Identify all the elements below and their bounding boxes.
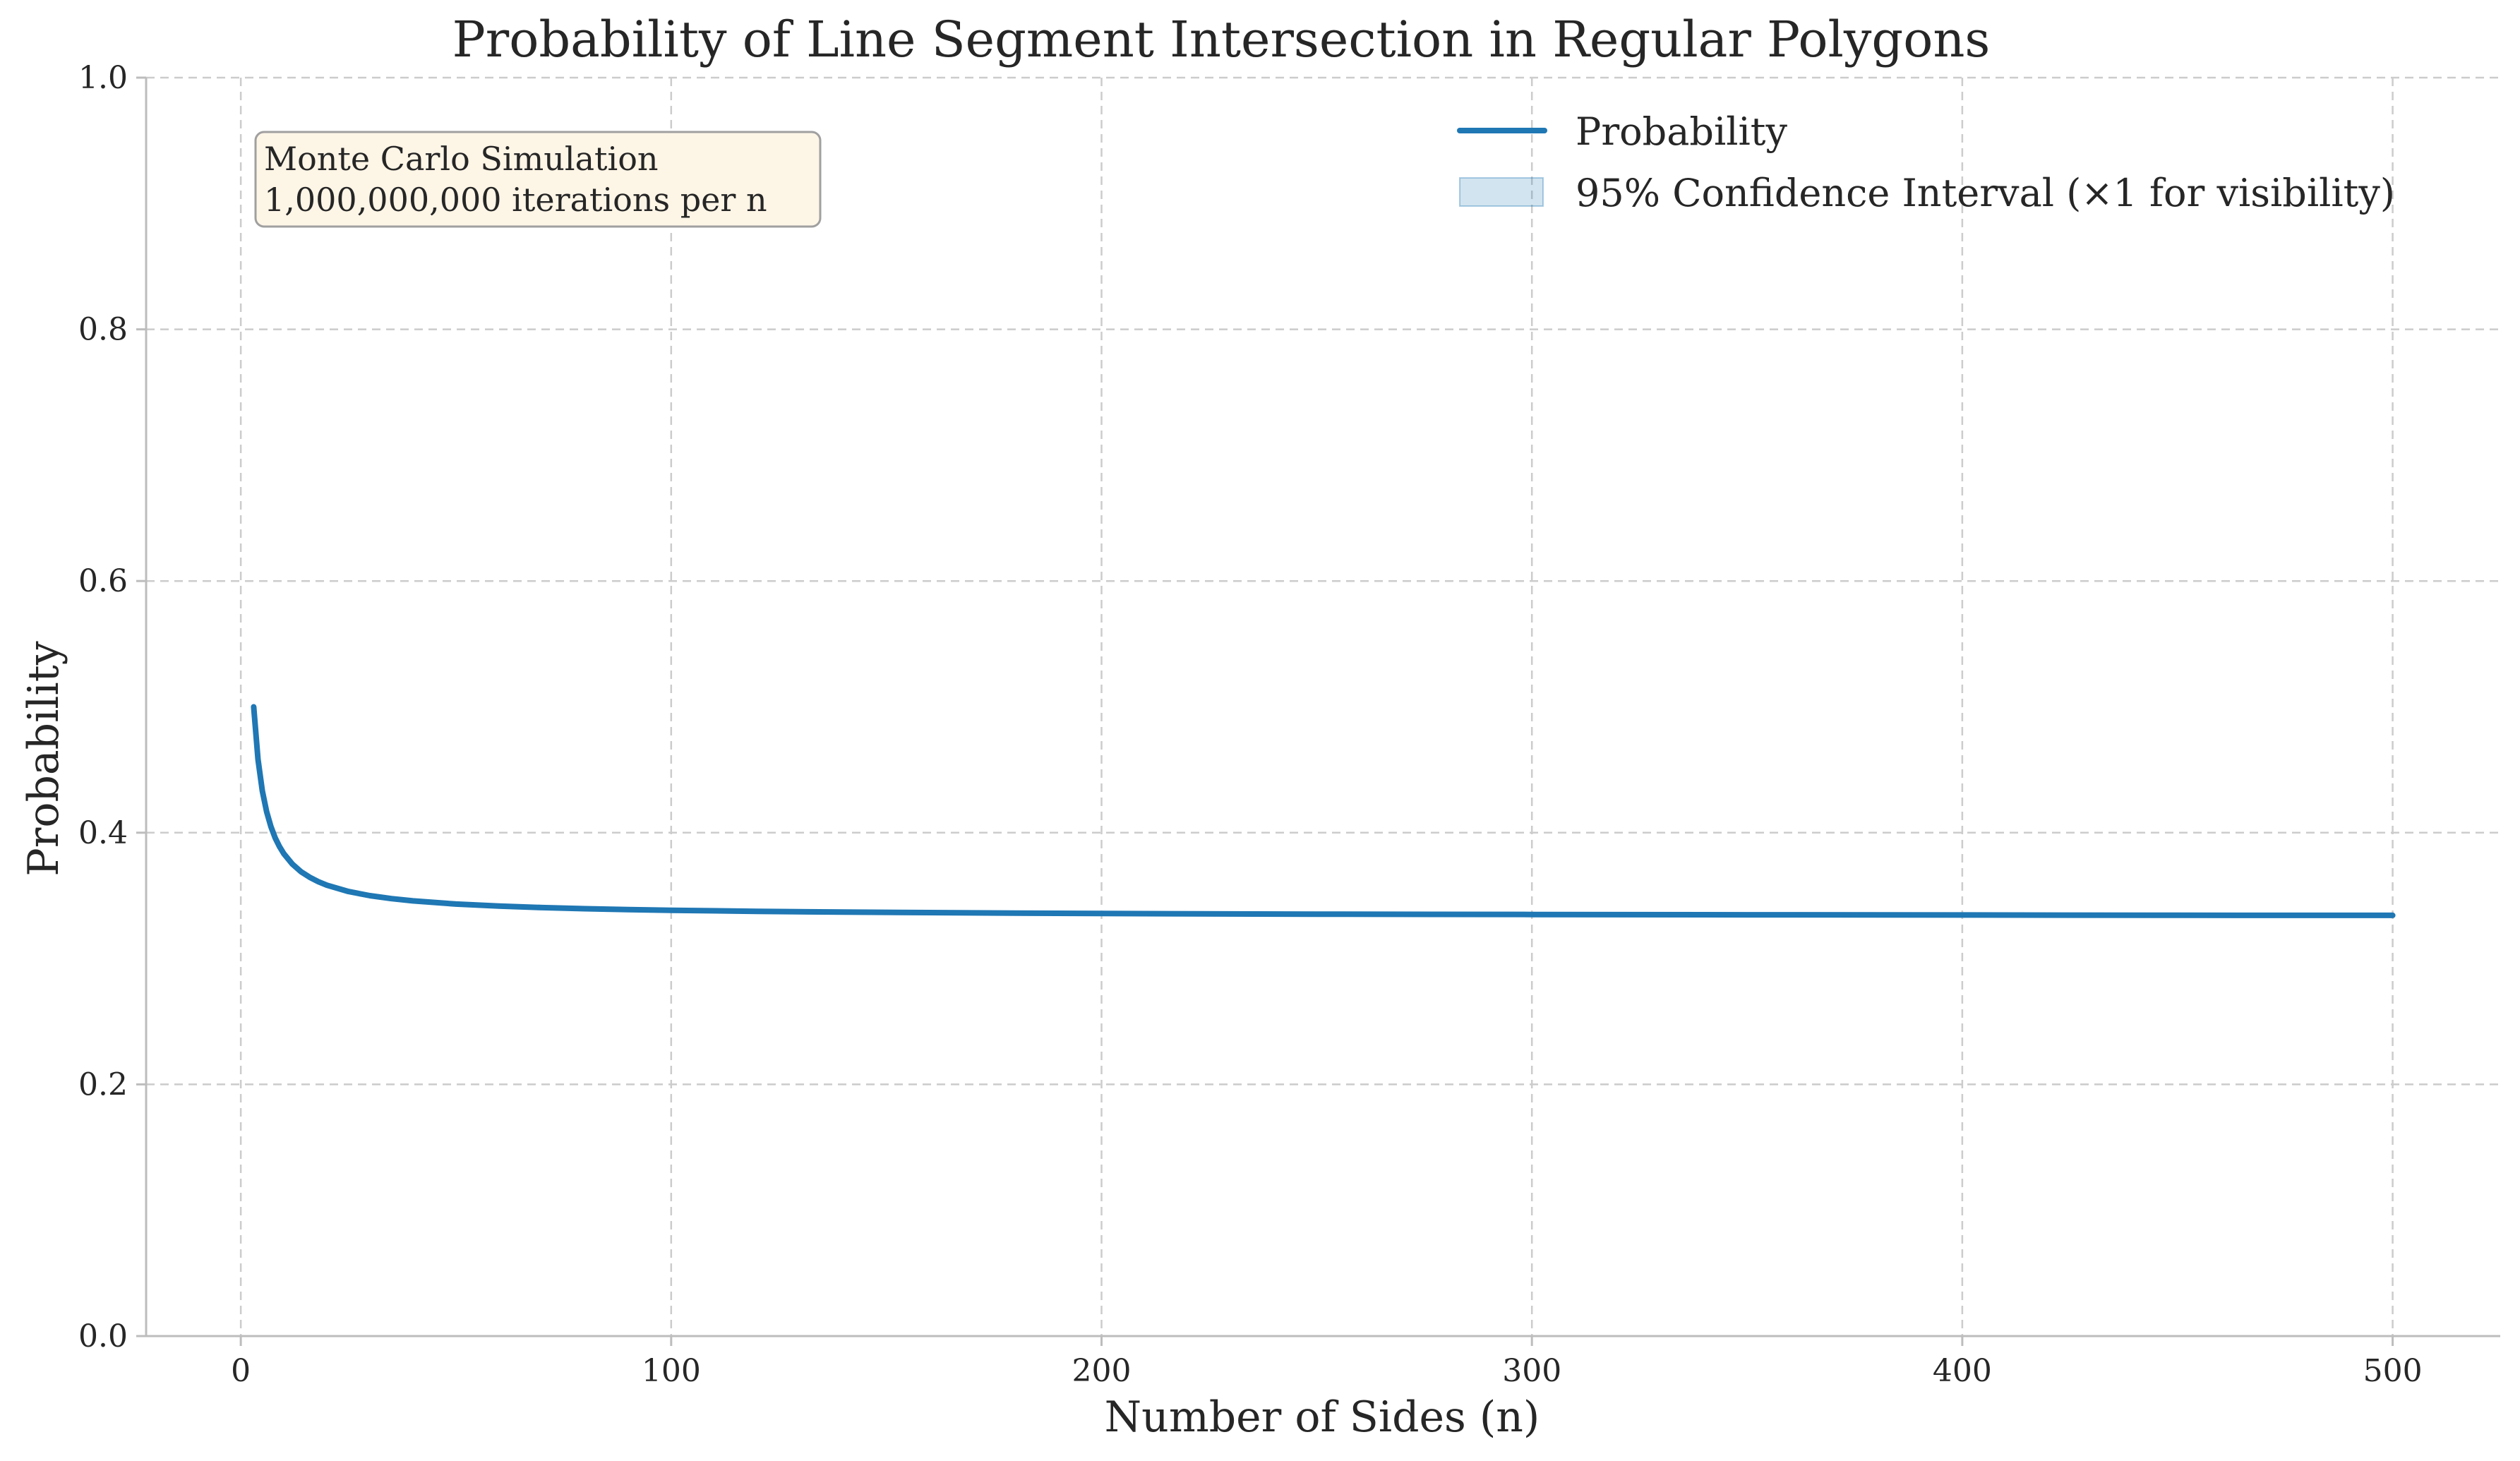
x-tick-label-1: 100 [642, 1353, 701, 1389]
x-tick-label-3: 300 [1502, 1353, 1561, 1389]
legend-label-probability: Probability [1576, 109, 1787, 154]
x-axis-label: Number of Sides (n) [1105, 1393, 1540, 1442]
annotation-line-2: 1,000,000,000 iterations per n [264, 181, 767, 219]
legend-band-swatch [1459, 177, 1544, 207]
x-tick-label-2: 200 [1072, 1353, 1132, 1389]
x-tick-label-4: 400 [1933, 1353, 1992, 1389]
x-tick-label-0: 0 [231, 1353, 251, 1389]
x-tick-label-5: 500 [2363, 1353, 2423, 1389]
grid-lines [146, 76, 2500, 1337]
chart-title: Probability of Line Segment Intersection… [452, 11, 1991, 68]
y-tick-label-2: 0.4 [78, 815, 128, 851]
legend: Probability 95% Confidence Interval (×1 … [1457, 109, 2395, 215]
legend-label-confidence-interval: 95% Confidence Interval (×1 for visibili… [1576, 171, 2395, 215]
x-ticks: 0 100 200 300 400 500 [231, 1336, 2423, 1389]
y-axis-label: Probability [19, 641, 68, 876]
confidence-band [253, 707, 2393, 915]
y-tick-label-5: 1.0 [78, 60, 128, 96]
y-tick-label-3: 0.6 [78, 563, 128, 599]
probability-series-line [251, 704, 2396, 918]
annotation-line-1: Monte Carlo Simulation [264, 140, 659, 178]
y-tick-label-0: 0.0 [78, 1318, 128, 1354]
annotation-box: Monte Carlo Simulation 1,000,000,000 ite… [254, 131, 822, 228]
annotation-background [254, 131, 822, 228]
y-tick-label-4: 0.8 [78, 312, 128, 348]
y-ticks: 0.0 0.2 0.4 0.6 0.8 1.0 [78, 60, 146, 1354]
y-tick-label-1: 0.2 [78, 1066, 128, 1102]
